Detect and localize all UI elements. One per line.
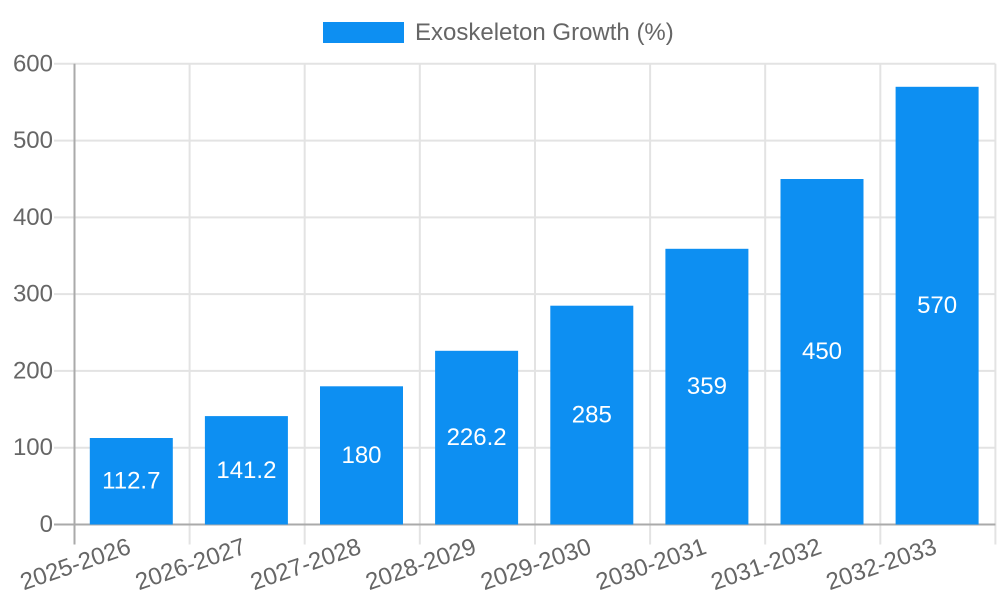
svg-text:180: 180 — [341, 442, 381, 469]
svg-text:141.2: 141.2 — [216, 457, 276, 484]
svg-text:285: 285 — [572, 402, 612, 429]
svg-text:450: 450 — [802, 338, 842, 365]
svg-text:359: 359 — [687, 373, 727, 400]
svg-text:500: 500 — [13, 127, 53, 154]
svg-text:226.2: 226.2 — [447, 424, 507, 451]
svg-text:400: 400 — [13, 204, 53, 231]
svg-text:600: 600 — [13, 50, 53, 77]
svg-text:570: 570 — [917, 292, 957, 319]
svg-text:200: 200 — [13, 357, 53, 384]
svg-text:Exoskeleton Growth (%): Exoskeleton Growth (%) — [415, 19, 674, 46]
svg-text:0: 0 — [40, 511, 53, 538]
svg-text:300: 300 — [13, 281, 53, 308]
svg-text:112.7: 112.7 — [102, 468, 160, 495]
svg-text:100: 100 — [13, 434, 53, 461]
